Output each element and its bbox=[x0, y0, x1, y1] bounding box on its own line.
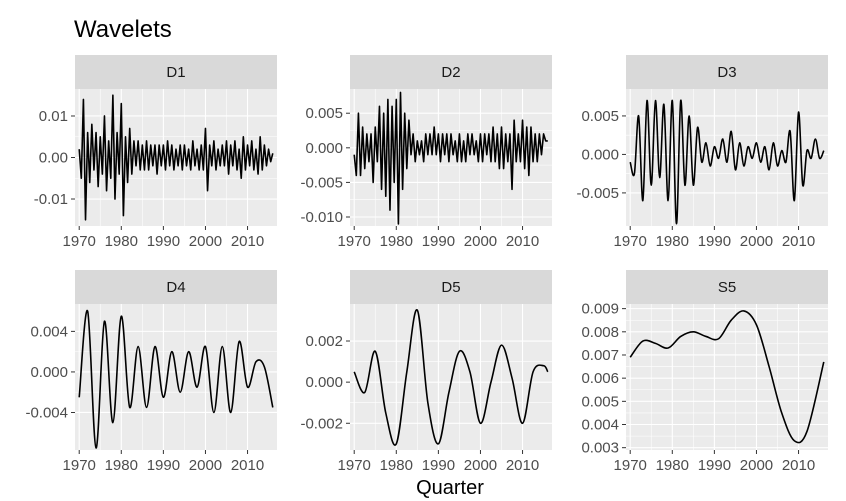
x-tick-label: 1970 bbox=[63, 233, 96, 250]
facet-strip bbox=[626, 270, 828, 304]
y-tick-label: 0.000 bbox=[581, 146, 619, 163]
y-tick-label: 0.002 bbox=[305, 333, 343, 350]
x-tick-label: 2010 bbox=[231, 457, 264, 474]
y-tick-label: 0.000 bbox=[305, 140, 343, 157]
panel-background bbox=[626, 89, 828, 226]
x-tick-label: 2000 bbox=[464, 233, 497, 250]
y-tick-label: -0.004 bbox=[25, 404, 68, 421]
y-tick-label: 0.01 bbox=[39, 108, 68, 125]
x-tick-label: 2000 bbox=[189, 457, 222, 474]
x-tick-label: 1990 bbox=[422, 233, 455, 250]
facet-strip bbox=[350, 55, 552, 89]
series-line-d5 bbox=[353, 309, 549, 446]
facet-d3: D3 -0.005 0.000 0.005 1970 1980 1990 2000 2010 bbox=[576, 55, 828, 250]
facet-strip-label: S5 bbox=[718, 279, 736, 296]
y-tick-label: 0.004 bbox=[30, 323, 68, 340]
x-tick-label: 1970 bbox=[63, 457, 96, 474]
x-axis-title: Quarter bbox=[416, 477, 484, 499]
x-tick-label: 2000 bbox=[740, 457, 773, 474]
series-line-d4 bbox=[78, 310, 274, 449]
x-tick-label: 1990 bbox=[422, 457, 455, 474]
y-tick-label: 0.005 bbox=[581, 393, 619, 410]
x-tick-label: 1970 bbox=[338, 233, 371, 250]
y-tick-label: 0.006 bbox=[581, 370, 619, 387]
panel-background bbox=[350, 304, 552, 450]
chart-title: Wavelets bbox=[74, 16, 172, 43]
facet-d4: D4 -0.004 0.000 0.004 1970 1980 1990 2000 2010 bbox=[25, 270, 277, 474]
y-tick-label: -0.010 bbox=[300, 209, 343, 226]
facet-strip bbox=[626, 55, 828, 89]
y-tick-label: 0.005 bbox=[581, 108, 619, 125]
facet-strip-label: D2 bbox=[441, 64, 460, 81]
x-tick-label: 1990 bbox=[147, 233, 180, 250]
x-tick-label: 1970 bbox=[338, 457, 371, 474]
facet-grid: D1 -0.01 0.00 0.01 1970 1980 1990 2000 2010 D2 -0.… bbox=[25, 55, 828, 474]
facet-s5: S5 0.003 0.004 0.005 0.006 0.007 0.008 0.009 197… bbox=[581, 270, 828, 474]
x-tick-label: 1990 bbox=[698, 457, 731, 474]
y-tick-label: 0.009 bbox=[581, 301, 619, 318]
panel-background bbox=[626, 304, 828, 450]
y-tick-label: 0.004 bbox=[581, 417, 619, 434]
y-tick-label: 0.00 bbox=[39, 150, 68, 167]
facet-d5: D5 -0.002 0.000 0.002 1970 1980 1990 2000 2010 bbox=[300, 270, 552, 474]
x-tick-label: 1980 bbox=[380, 233, 413, 250]
facet-strip bbox=[350, 270, 552, 304]
facet-strip-label: D1 bbox=[166, 64, 185, 81]
series-line-d3 bbox=[629, 99, 825, 225]
y-tick-label: -0.002 bbox=[300, 415, 343, 432]
x-tick-label: 1980 bbox=[656, 233, 689, 250]
y-tick-label: 0.008 bbox=[581, 324, 619, 341]
x-tick-label: 2010 bbox=[506, 233, 539, 250]
facet-strip-label: D3 bbox=[717, 64, 736, 81]
x-tick-label: 1970 bbox=[614, 233, 647, 250]
x-tick-label: 1990 bbox=[147, 457, 180, 474]
facet-strip-label: D5 bbox=[441, 279, 460, 296]
x-tick-label: 1990 bbox=[698, 233, 731, 250]
y-tick-label: 0.000 bbox=[30, 364, 68, 381]
facet-d1: D1 -0.01 0.00 0.01 1970 1980 1990 2000 2010 bbox=[34, 55, 277, 250]
x-tick-label: 1980 bbox=[656, 457, 689, 474]
facet-d2: D2 -0.010 -0.005 0.000 0.005 1970 1980 1990 2000… bbox=[300, 55, 552, 250]
facet-strip bbox=[75, 55, 277, 89]
y-tick-label: -0.01 bbox=[34, 191, 68, 208]
series-line-d1 bbox=[78, 94, 274, 221]
x-tick-label: 2000 bbox=[189, 233, 222, 250]
x-tick-label: 2010 bbox=[231, 233, 264, 250]
series-line-s5 bbox=[629, 310, 825, 444]
y-tick-label: 0.000 bbox=[305, 374, 343, 391]
x-tick-label: 2010 bbox=[506, 457, 539, 474]
y-tick-label: 0.007 bbox=[581, 347, 619, 364]
x-tick-label: 1980 bbox=[380, 457, 413, 474]
y-tick-label: 0.005 bbox=[305, 105, 343, 122]
x-tick-label: 2010 bbox=[782, 457, 815, 474]
series-line-d2 bbox=[353, 91, 548, 225]
x-tick-label: 1980 bbox=[105, 233, 138, 250]
x-tick-label: 2000 bbox=[464, 457, 497, 474]
x-tick-label: 1980 bbox=[105, 457, 138, 474]
facet-strip-label: D4 bbox=[166, 279, 185, 296]
x-tick-label: 2010 bbox=[782, 233, 815, 250]
y-tick-label: -0.005 bbox=[576, 185, 619, 202]
y-tick-label: -0.005 bbox=[300, 174, 343, 191]
x-tick-label: 2000 bbox=[740, 233, 773, 250]
facet-strip bbox=[75, 270, 277, 304]
y-tick-label: 0.003 bbox=[581, 440, 619, 457]
x-tick-label: 1970 bbox=[614, 457, 647, 474]
panel-background bbox=[350, 89, 552, 226]
